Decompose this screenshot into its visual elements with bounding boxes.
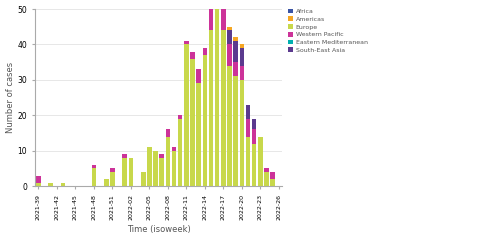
Bar: [270, 172, 275, 179]
Bar: [215, 9, 219, 186]
Bar: [215, 0, 219, 9]
Bar: [270, 179, 275, 186]
Bar: [252, 129, 256, 144]
Bar: [36, 183, 41, 186]
Bar: [227, 27, 232, 30]
Bar: [92, 168, 96, 186]
Bar: [240, 48, 244, 66]
Legend: Africa, Americas, Europe, Western Pacific, Eastern Mediterranean, South-East Asi: Africa, Americas, Europe, Western Pacifi…: [288, 9, 368, 53]
Bar: [190, 59, 195, 186]
Bar: [122, 154, 127, 158]
Bar: [227, 30, 232, 44]
Bar: [246, 119, 250, 137]
Bar: [122, 158, 127, 186]
Bar: [153, 151, 158, 186]
Bar: [147, 147, 152, 186]
Bar: [246, 105, 250, 119]
Bar: [178, 119, 182, 186]
Bar: [258, 137, 263, 186]
Bar: [141, 172, 145, 186]
Bar: [190, 52, 195, 59]
Bar: [209, 30, 213, 186]
Bar: [264, 168, 269, 172]
Bar: [240, 66, 244, 80]
Bar: [246, 137, 250, 186]
Bar: [240, 80, 244, 186]
Bar: [203, 48, 207, 55]
Bar: [227, 44, 232, 66]
Bar: [252, 144, 256, 186]
Bar: [209, 9, 213, 30]
Bar: [110, 172, 115, 186]
Bar: [172, 147, 176, 151]
Bar: [110, 168, 115, 172]
Bar: [264, 172, 269, 186]
Bar: [159, 154, 164, 158]
Bar: [221, 0, 226, 2]
Bar: [159, 158, 164, 186]
Bar: [178, 115, 182, 119]
Bar: [203, 55, 207, 186]
Bar: [166, 129, 170, 137]
Bar: [233, 62, 238, 76]
Bar: [48, 183, 53, 186]
Bar: [233, 37, 238, 41]
Bar: [227, 66, 232, 186]
Bar: [36, 175, 41, 183]
Bar: [221, 2, 226, 30]
Bar: [196, 69, 201, 84]
Y-axis label: Number of cases: Number of cases: [6, 62, 14, 133]
Bar: [166, 137, 170, 186]
Bar: [184, 44, 189, 186]
Bar: [196, 84, 201, 186]
Bar: [252, 119, 256, 129]
Bar: [172, 151, 176, 186]
Bar: [129, 158, 133, 186]
Bar: [184, 41, 189, 44]
X-axis label: Time (isoweek): Time (isoweek): [127, 225, 191, 234]
Bar: [221, 30, 226, 186]
Bar: [61, 183, 65, 186]
Bar: [233, 76, 238, 186]
Bar: [104, 179, 108, 186]
Bar: [92, 165, 96, 168]
Bar: [233, 41, 238, 62]
Bar: [240, 44, 244, 48]
